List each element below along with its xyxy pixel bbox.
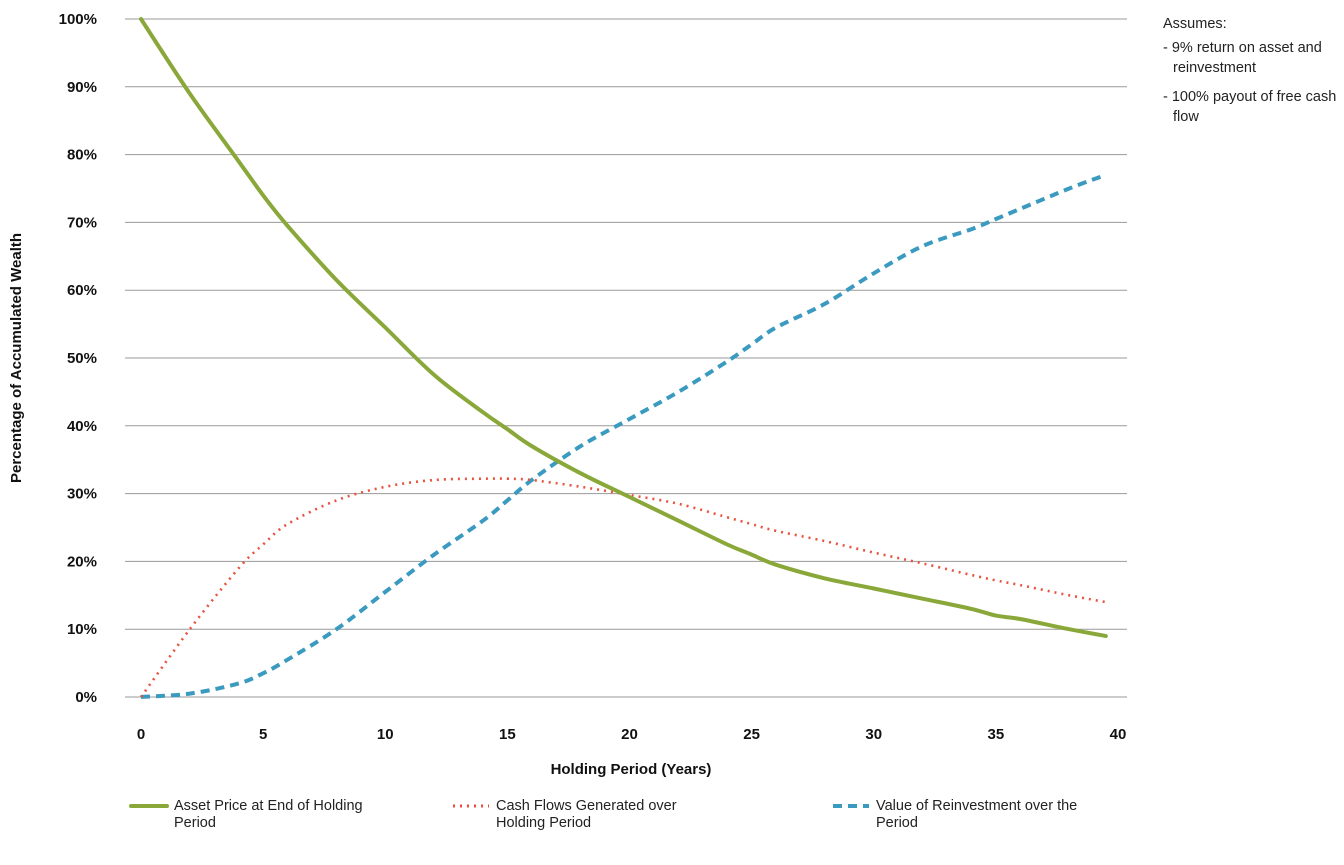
legend-label-reinvestment: Value of Reinvestment over the Period: [876, 798, 1078, 831]
x-axis-ticks: 0 5 10 15 20 25 30 35 40: [137, 726, 1127, 743]
y-tick-label: 70%: [67, 214, 97, 231]
y-tick-label: 40%: [67, 418, 97, 435]
y-tick-label: 90%: [67, 79, 97, 96]
x-tick-label: 25: [743, 726, 760, 743]
x-tick-label: 30: [865, 726, 882, 743]
y-tick-label: 60%: [67, 282, 97, 299]
legend-swatch-dotted: [453, 804, 489, 808]
series-line-dashed: [140, 173, 1107, 699]
x-tick-label: 20: [621, 726, 638, 743]
x-axis-title: Holding Period (Years): [551, 761, 712, 778]
y-tick-label: 20%: [67, 553, 97, 570]
assumption-return: - 9% return on asset and reinvestment: [1163, 40, 1322, 76]
y-axis-title: Percentage of Accumulated Wealth: [8, 233, 25, 483]
x-tick-label: 10: [377, 726, 394, 743]
x-tick-label: 0: [137, 726, 145, 743]
legend-label-asset-price: Asset Price at End of Holding Period: [174, 798, 363, 831]
x-tick-label: 5: [259, 726, 267, 743]
y-tick-label: 0%: [75, 689, 97, 706]
assumptions-title: Assumes:: [1163, 16, 1227, 32]
assumptions-note: Assumes: - 9% return on asset and reinve…: [1163, 14, 1343, 136]
line-chart: 0% 10% 20% 30% 40% 50% 60% 70% 80% 90% 100% 0 5 10 15…: [8, 11, 1127, 778]
y-tick-label: 10%: [67, 621, 97, 638]
legend-swatch-dashed: [833, 804, 869, 808]
y-tick-label: 50%: [67, 350, 97, 367]
x-tick-label: 35: [988, 726, 1005, 743]
series-line-dotted: [139, 477, 1107, 698]
y-tick-label: 80%: [67, 147, 97, 164]
legend-swatch-solid: [129, 804, 169, 808]
y-axis-ticks: 0% 10% 20% 30% 40% 50% 60% 70% 80% 90% 100%: [59, 11, 97, 706]
y-tick-label: 30%: [67, 486, 97, 503]
y-tick-label: 100%: [59, 11, 97, 28]
assumption-payout: - 100% payout of free cash flow: [1163, 89, 1337, 125]
legend-label-cash-flows: Cash Flows Generated over Holding Period: [496, 798, 677, 831]
series-lines: [139, 17, 1108, 699]
series-line-solid: [139, 17, 1108, 638]
gridlines: [125, 18, 1127, 698]
x-tick-label: 40: [1110, 726, 1127, 743]
x-tick-label: 15: [499, 726, 516, 743]
